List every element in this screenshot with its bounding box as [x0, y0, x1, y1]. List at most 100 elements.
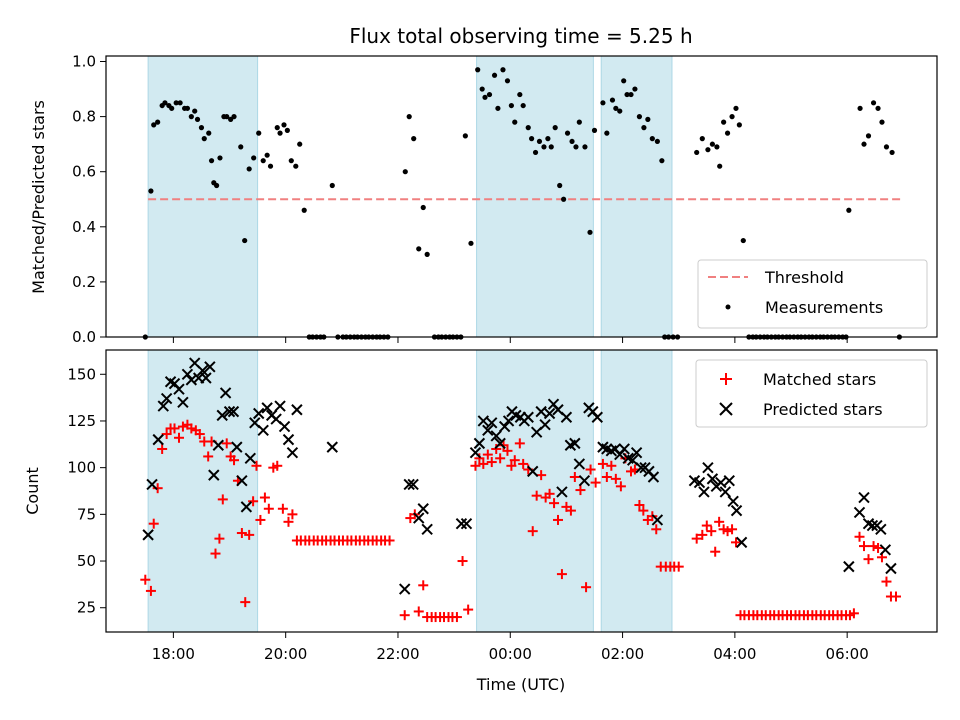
matched-star-point	[601, 471, 612, 482]
counts-panel: 25 50 75 100 125 150 18:00 20:00 22:00 00:00 02:0…	[23, 349, 938, 694]
matched-star-point	[863, 554, 874, 565]
predicted-star-point	[556, 486, 568, 498]
measurement-point	[192, 108, 198, 114]
matched-star-point	[581, 582, 592, 593]
measurement-point	[242, 237, 248, 244]
bottom-y-ticks: 25 50 75 100 125 150	[67, 365, 106, 617]
measurement-point	[214, 182, 220, 189]
measurement-point	[654, 138, 660, 145]
x-tick-label: 04:00	[713, 645, 756, 663]
matched-star-point	[549, 498, 560, 509]
predicted-star-point	[569, 437, 581, 450]
predicted-star-point	[498, 420, 511, 433]
bottom-y-tick-label: 25	[77, 599, 96, 617]
measurement-point	[733, 105, 739, 111]
measurement-point	[552, 125, 558, 131]
bottom-y-tick-label: 75	[77, 505, 96, 523]
predicted-star-point	[723, 475, 735, 487]
measurement-point	[281, 122, 287, 128]
ratio-points	[142, 67, 902, 340]
measurement-point	[600, 100, 606, 106]
measurement-point	[721, 119, 727, 125]
predicted-star-point	[875, 523, 887, 535]
ratio-panel: 0.0 0.2 0.4 0.6 0.8 1.0 Matched/Predicted sta…	[29, 53, 938, 346]
measurement-point	[520, 102, 526, 109]
measurement-point	[238, 144, 244, 150]
measurement-point	[246, 166, 252, 172]
predicted-star-point	[157, 400, 169, 412]
bottom-y-tick-label: 50	[77, 552, 96, 570]
matched-star-point	[859, 541, 870, 552]
x-tick-label: 02:00	[601, 645, 644, 663]
measurement-point	[224, 114, 230, 120]
measurement-point	[717, 163, 723, 169]
matched-star-point	[214, 533, 225, 544]
measurement-point	[297, 141, 303, 147]
predicted-star-point	[539, 418, 551, 431]
measurement-point	[468, 240, 474, 246]
predicted-star-point	[227, 405, 240, 418]
predicted-star-point	[421, 523, 433, 535]
measurement-point	[529, 136, 535, 142]
top-y-tick-label: 0.8	[72, 108, 96, 126]
measurement-point	[479, 86, 485, 92]
measurement-point	[424, 251, 430, 257]
measurement-point	[264, 152, 270, 158]
predicted-star-point	[578, 475, 591, 487]
matched-star-point	[221, 438, 232, 449]
top-y-ticks: 0.0 0.2 0.4 0.6 0.8 1.0	[72, 53, 106, 346]
matched-star-point	[248, 496, 259, 507]
measurement-point	[267, 163, 274, 169]
predicted-star-point	[261, 402, 273, 414]
matched-star-point	[565, 505, 576, 516]
matched-star-point	[451, 612, 462, 623]
predicted-star-point	[152, 433, 164, 446]
measurement-point	[486, 91, 493, 98]
measurement-point	[641, 125, 647, 131]
top-y-tick-label: 1.0	[72, 53, 96, 71]
matched-star-point	[691, 533, 702, 544]
matched-star-point	[868, 541, 879, 552]
top-shaded-intervals	[147, 55, 673, 338]
matched-star-point	[157, 443, 168, 454]
measurement-point	[284, 127, 290, 133]
bottom-shaded-intervals	[147, 349, 673, 633]
legend-predicted-label: Predicted stars	[763, 400, 883, 419]
matched-star-point	[722, 526, 733, 537]
matched-star-point	[418, 580, 429, 591]
measurement-point	[148, 188, 154, 194]
matched-star-point	[710, 546, 721, 557]
predicted-star-point	[142, 529, 154, 541]
measurement-point	[645, 116, 651, 122]
predicted-star-point	[181, 368, 194, 380]
predicted-star-point	[231, 441, 243, 453]
measurement-point	[491, 72, 498, 78]
bottom-y-tick-label: 125	[67, 412, 96, 430]
measurement-point	[870, 100, 877, 106]
x-tick-label: 06:00	[826, 645, 869, 663]
bottom-shaded-interval-1	[476, 349, 594, 633]
matched-star-point	[891, 591, 902, 602]
predicted-star-point	[223, 405, 236, 418]
x-tick-label: 20:00	[264, 645, 307, 663]
top-shaded-interval-0	[147, 55, 259, 338]
matched-star-point	[873, 542, 884, 553]
measurement-point	[173, 100, 179, 106]
predicted-star-point	[618, 443, 630, 455]
measurement-point	[545, 136, 551, 142]
predicted-star-point	[257, 424, 269, 437]
matched-star-point	[610, 473, 621, 484]
top-y-tick-label: 0.6	[72, 163, 96, 181]
matched-star-point	[502, 445, 513, 456]
matched-star-point	[255, 514, 266, 525]
matched-star-point	[478, 458, 489, 469]
measurement-point	[301, 207, 307, 213]
measurement-point	[591, 127, 598, 133]
measurement-point	[865, 133, 872, 139]
predicted-star-point	[858, 491, 870, 504]
predicted-star-point	[204, 361, 216, 373]
top-y-tick-label: 0.2	[72, 273, 96, 291]
measurement-point	[277, 130, 283, 136]
predicted-star-point	[460, 517, 473, 530]
top-y-axis-label: Matched/Predicted stars	[29, 100, 48, 294]
